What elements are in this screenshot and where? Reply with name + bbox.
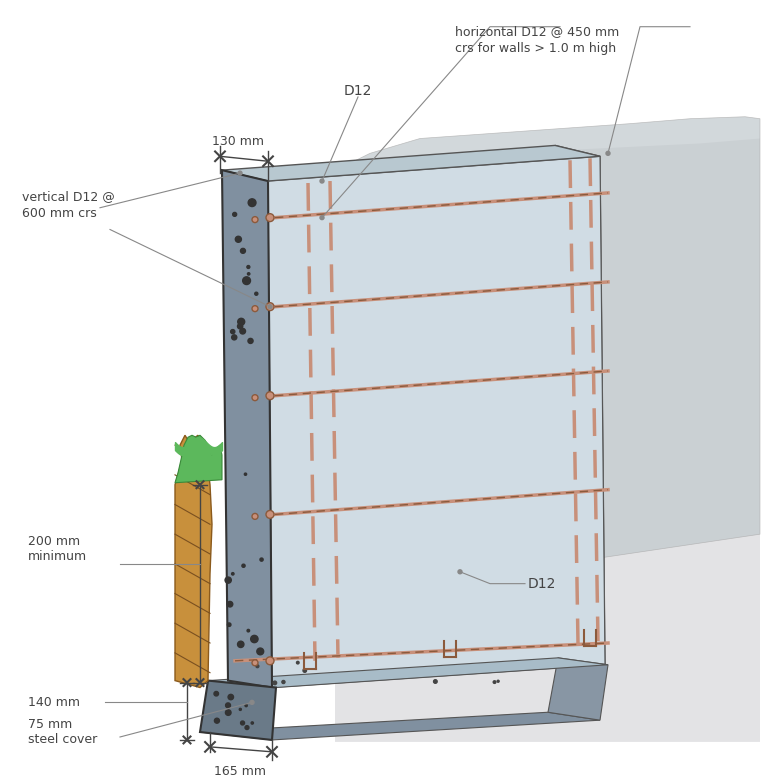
Polygon shape [200, 681, 276, 740]
Circle shape [214, 718, 219, 723]
Polygon shape [555, 146, 605, 664]
Polygon shape [175, 435, 222, 483]
Circle shape [239, 329, 246, 334]
Circle shape [252, 660, 258, 666]
Circle shape [231, 330, 235, 333]
Circle shape [228, 694, 233, 700]
Circle shape [232, 573, 234, 575]
Polygon shape [222, 146, 600, 181]
Polygon shape [335, 139, 760, 742]
Circle shape [252, 395, 258, 400]
Circle shape [240, 721, 245, 725]
Circle shape [227, 601, 233, 607]
Circle shape [247, 266, 249, 269]
Circle shape [252, 217, 258, 223]
Circle shape [238, 319, 245, 325]
Circle shape [494, 681, 496, 683]
Circle shape [236, 236, 242, 242]
Circle shape [266, 510, 274, 518]
Circle shape [214, 692, 219, 696]
Circle shape [251, 722, 253, 724]
Circle shape [268, 305, 272, 308]
Circle shape [252, 305, 258, 312]
Circle shape [248, 338, 253, 344]
Circle shape [320, 216, 324, 220]
Circle shape [244, 473, 246, 475]
Circle shape [237, 324, 243, 329]
Polygon shape [268, 157, 605, 688]
Polygon shape [548, 657, 608, 720]
Circle shape [266, 303, 274, 311]
Circle shape [434, 680, 437, 683]
Polygon shape [208, 657, 608, 688]
Circle shape [239, 708, 241, 710]
Circle shape [247, 273, 249, 275]
Text: D12: D12 [528, 576, 557, 590]
Circle shape [247, 629, 249, 632]
Circle shape [260, 558, 263, 561]
Circle shape [240, 249, 246, 253]
Circle shape [282, 681, 285, 683]
Circle shape [243, 277, 250, 284]
Circle shape [225, 577, 231, 583]
Circle shape [250, 700, 254, 704]
Circle shape [252, 513, 258, 520]
Circle shape [226, 703, 230, 708]
Polygon shape [222, 170, 272, 688]
Circle shape [273, 681, 276, 685]
Polygon shape [200, 712, 600, 740]
Circle shape [226, 710, 231, 715]
Circle shape [266, 392, 274, 400]
Circle shape [251, 636, 258, 643]
Circle shape [227, 623, 231, 626]
Circle shape [242, 564, 245, 567]
Circle shape [257, 648, 263, 655]
Circle shape [245, 704, 247, 707]
Circle shape [255, 292, 258, 295]
Circle shape [266, 213, 274, 221]
Circle shape [296, 661, 299, 664]
Circle shape [238, 171, 242, 175]
Circle shape [232, 335, 237, 340]
Circle shape [233, 213, 236, 217]
Circle shape [256, 664, 259, 668]
Circle shape [303, 669, 306, 672]
Text: 200 mm
minimum: 200 mm minimum [28, 535, 87, 563]
Polygon shape [175, 435, 212, 688]
Text: 140 mm: 140 mm [28, 696, 80, 709]
Circle shape [497, 680, 499, 682]
Circle shape [248, 199, 256, 206]
Polygon shape [330, 117, 760, 574]
Text: horizontal D12 @ 450 mm
crs for walls > 1.0 m high: horizontal D12 @ 450 mm crs for walls > … [455, 25, 619, 55]
Circle shape [458, 569, 462, 574]
Text: D12: D12 [344, 84, 372, 98]
Text: 130 mm: 130 mm [212, 136, 264, 148]
Circle shape [266, 657, 274, 664]
Circle shape [320, 179, 324, 183]
Circle shape [237, 641, 244, 647]
Circle shape [245, 726, 249, 729]
Text: 165 mm: 165 mm [214, 765, 266, 777]
Circle shape [606, 151, 610, 155]
Text: vertical D12 @
600 mm crs: vertical D12 @ 600 mm crs [22, 190, 115, 220]
Text: 75 mm
steel cover: 75 mm steel cover [28, 718, 97, 746]
